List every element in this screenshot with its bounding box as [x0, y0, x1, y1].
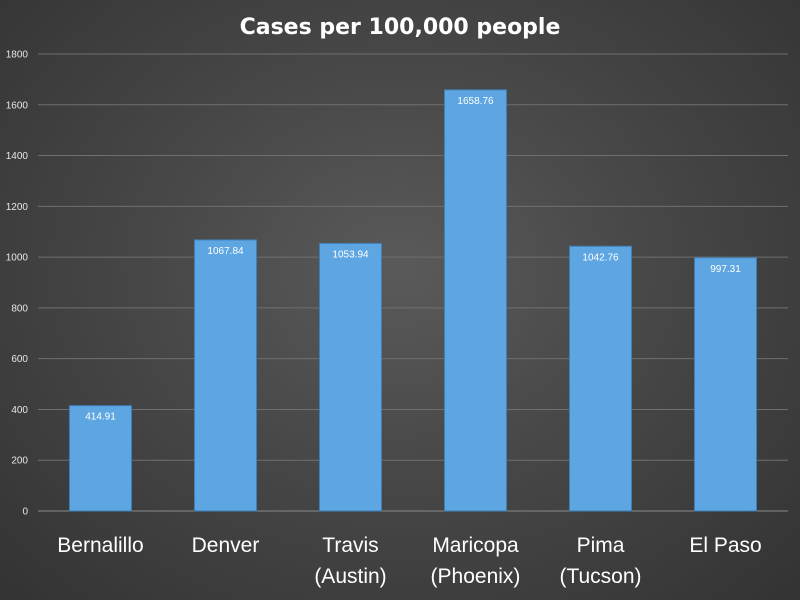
y-tick-label: 1000 — [6, 253, 29, 264]
x-tick-label-line: Bernalillo — [57, 534, 143, 557]
data-label: 1042.76 — [582, 252, 619, 263]
x-tick-label-line: (Phoenix) — [431, 565, 521, 588]
y-tick-label: 1800 — [6, 50, 29, 61]
y-tick-label: 0 — [22, 507, 28, 518]
y-tick-label: 1200 — [6, 202, 29, 213]
data-label: 1067.84 — [207, 246, 244, 257]
bar — [194, 239, 257, 512]
x-tick-label: Denver — [192, 534, 260, 557]
x-tick-label-line: El Paso — [689, 534, 761, 557]
data-label: 1053.94 — [332, 249, 369, 260]
x-tick-label-line: (Austin) — [314, 565, 386, 588]
x-tick-label-line: Maricopa — [432, 534, 519, 557]
y-tick-label: 600 — [11, 354, 28, 365]
data-labels: 414.91 1067.84 1053.94 1658.76 1042.76 997.31 — [85, 96, 741, 423]
x-tick-label: Maricopa (Phoenix) — [431, 534, 521, 588]
x-tick-label: El Paso — [689, 534, 761, 557]
y-tick-label: 800 — [11, 303, 28, 314]
y-tick-label: 1600 — [6, 100, 29, 111]
x-tick-label-line: Pima — [577, 534, 625, 557]
x-tick-label-line: (Tucson) — [559, 565, 641, 588]
bar — [444, 89, 507, 512]
data-label: 1658.76 — [457, 96, 494, 107]
chart-title: Cases per 100,000 people — [240, 15, 561, 40]
x-axis-ticks: Bernalillo Denver Travis (Austin) Maricopa (P… — [57, 534, 761, 588]
data-label: 997.31 — [710, 264, 741, 275]
x-tick-label-line: Travis — [322, 534, 378, 557]
y-tick-label: 1400 — [6, 151, 29, 162]
data-label: 414.91 — [85, 412, 116, 423]
bar — [694, 257, 757, 512]
x-tick-label-line: Denver — [192, 534, 260, 557]
y-axis-ticks: 0 200 400 600 800 1000 1200 1400 1600 1800 — [6, 50, 29, 518]
y-tick-label: 400 — [11, 405, 28, 416]
x-tick-label: Travis (Austin) — [314, 534, 386, 588]
bar — [569, 245, 632, 512]
bar — [69, 405, 132, 512]
bar — [319, 242, 382, 512]
x-tick-label: Bernalillo — [57, 534, 143, 557]
bars — [69, 89, 757, 512]
x-tick-label: Pima (Tucson) — [559, 534, 641, 588]
grid-lines — [38, 53, 788, 512]
y-tick-label: 200 — [11, 456, 28, 467]
